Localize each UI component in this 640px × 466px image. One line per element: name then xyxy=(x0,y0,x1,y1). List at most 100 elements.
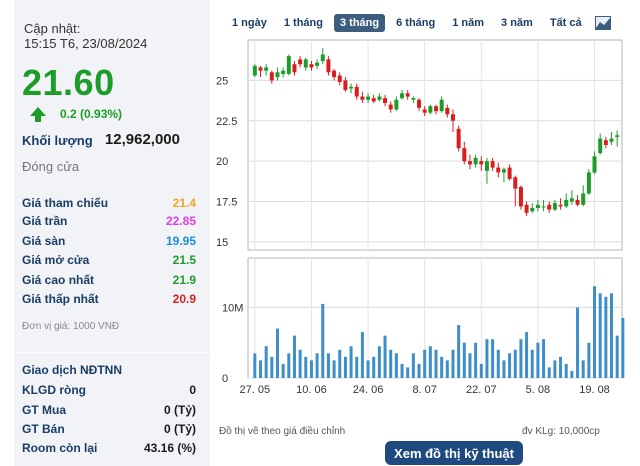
volume-series xyxy=(253,286,625,378)
price-row-reference: Giá tham chiếu 21.4 xyxy=(22,196,202,210)
tab-all[interactable]: Tất cả xyxy=(549,17,582,29)
tab-6-months[interactable]: 6 tháng xyxy=(396,17,436,29)
tab-3-months[interactable]: 3 tháng xyxy=(333,14,386,32)
price-row-high: Giá cao nhất 21.9 xyxy=(22,273,202,287)
foreign-row-room: Room còn lại 43.16 (%) xyxy=(22,441,202,455)
candle-body xyxy=(462,148,467,162)
volume-bar xyxy=(366,360,370,378)
candle-body xyxy=(343,80,348,91)
volume-bar xyxy=(553,360,557,378)
volume-bar xyxy=(570,370,574,378)
volume-label: Khối lượng xyxy=(22,133,93,148)
foreign-row-label: GT Mua xyxy=(22,403,66,417)
x-tick-label: 5. 08 xyxy=(526,384,550,396)
foreign-row-value: 0 (Tỷ) xyxy=(163,422,196,436)
volume-bar xyxy=(440,356,444,378)
tab-1-year[interactable]: 1 năm xyxy=(452,17,485,29)
volume-bar xyxy=(423,349,427,378)
volume-bar xyxy=(343,356,347,378)
view-technical-chart-button[interactable]: Xem đồ thị kỹ thuật xyxy=(385,441,523,465)
volume-bar xyxy=(445,360,449,378)
volume-bar xyxy=(309,360,313,378)
volume-bar xyxy=(451,349,455,378)
candle-body xyxy=(484,161,489,171)
candle-body xyxy=(575,199,580,205)
volume-bar xyxy=(377,346,381,378)
area-chart-icon[interactable] xyxy=(594,16,611,30)
candle-body xyxy=(292,64,297,73)
volume-bar xyxy=(315,353,319,378)
volume-bar xyxy=(270,356,274,378)
unit-note: Đơn vị giá: 1000 VNĐ xyxy=(22,321,120,332)
volume-bar xyxy=(406,367,410,378)
foreign-row-label: GT Bán xyxy=(22,422,65,436)
volume-bar xyxy=(513,349,517,378)
current-price: 21.60 xyxy=(22,62,115,103)
candle-body xyxy=(303,59,308,68)
candle-body xyxy=(450,114,455,121)
volume-bar xyxy=(321,303,325,378)
candle-body xyxy=(286,56,291,74)
price-row-floor: Giá sàn 19.95 xyxy=(22,234,202,248)
candle-body xyxy=(507,167,512,179)
x-tick-label: 19. 08 xyxy=(579,384,610,396)
candle-body xyxy=(552,203,557,210)
price-row-ceiling: Giá trần 22.85 xyxy=(22,214,202,228)
candle-body xyxy=(326,59,331,73)
candle-body xyxy=(456,128,461,149)
volume-tick-label: 0 xyxy=(222,373,228,385)
x-tick-label: 22. 07 xyxy=(466,384,497,396)
volume-bar xyxy=(576,307,580,378)
candle-body xyxy=(581,193,586,205)
candle-body xyxy=(530,208,535,212)
volume-bar xyxy=(411,353,415,378)
x-tick-label: 27. 05 xyxy=(240,384,271,396)
candle-body xyxy=(609,138,614,142)
price-panel-frame xyxy=(247,39,623,251)
price-row-open: Giá mở cửa 21.5 xyxy=(22,253,202,267)
divider xyxy=(14,352,210,353)
tab-3-years[interactable]: 3 năm xyxy=(501,17,533,29)
candle-body xyxy=(394,99,399,110)
price-row-value: 20.9 xyxy=(172,292,196,306)
volume-unit-note: đv KLg: 10,000cp xyxy=(522,426,600,437)
candle-body xyxy=(400,93,405,99)
tab-1-month[interactable]: 1 tháng xyxy=(283,17,323,29)
candle-body xyxy=(298,59,303,65)
volume-bar xyxy=(610,293,614,378)
volume-bar xyxy=(559,356,563,378)
tab-1-day[interactable]: 1 ngày xyxy=(232,17,267,29)
volume-bar xyxy=(383,335,387,378)
volume-bar xyxy=(417,363,421,378)
volume-bar xyxy=(530,349,534,378)
volume-bar xyxy=(496,349,500,378)
price-tick-label: 17.5 xyxy=(216,197,237,209)
price-change: 0.2 (0.93%) xyxy=(30,106,122,122)
update-label: Cập nhật: xyxy=(24,21,81,36)
candle-body xyxy=(388,104,393,110)
volume-bar xyxy=(621,318,625,378)
volume-bar xyxy=(508,353,512,378)
price-row-value: 21.4 xyxy=(172,196,196,210)
price-tick-label: 15 xyxy=(216,237,228,249)
volume-bar xyxy=(338,349,342,378)
stock-chart: 25 22.5 20 17.5 15 10M 0 27. 05 10. 06 24. 06 8. 0… xyxy=(216,39,625,396)
range-tabs: 1 ngày 1 tháng 3 tháng 6 tháng 1 năm 3 n… xyxy=(226,13,611,33)
volume-bar xyxy=(304,356,308,378)
candle-body xyxy=(513,177,518,189)
candle-body xyxy=(275,72,280,78)
volume-bar xyxy=(298,349,302,378)
candle-body xyxy=(535,204,540,208)
foreign-row-label: KLGD ròng xyxy=(22,383,86,397)
candle-body xyxy=(337,75,342,82)
volume-bar xyxy=(287,353,291,378)
candle-body xyxy=(479,161,484,165)
volume-bar xyxy=(519,339,523,378)
price-row-label: Giá mở cửa xyxy=(22,253,90,267)
candle-body xyxy=(281,70,286,74)
price-row-value: 21.5 xyxy=(172,253,196,267)
volume-bar xyxy=(457,325,461,378)
candle-body xyxy=(383,98,388,103)
adjusted-price-note: Đồ thị vẽ theo giá điều chỉnh xyxy=(219,426,346,437)
x-tick-label: 10. 06 xyxy=(296,384,327,396)
